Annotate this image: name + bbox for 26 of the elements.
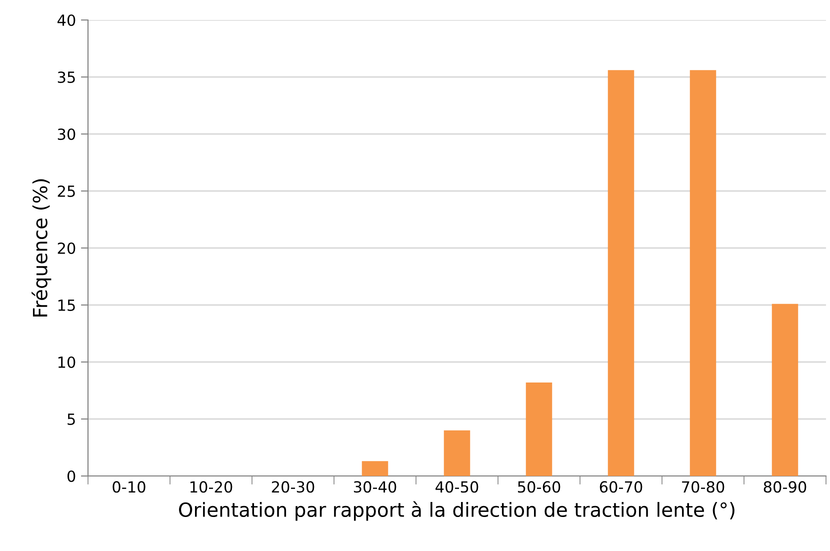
y-tick-label: 10: [58, 356, 76, 368]
bar: [690, 70, 716, 476]
bar: [608, 70, 634, 476]
x-tick-label: 40-50: [436, 481, 478, 493]
bar: [362, 461, 388, 476]
y-tick-label: 35: [58, 71, 75, 84]
y-tick-label: 30: [58, 128, 76, 140]
y-axis-title: Fréquence (%): [32, 179, 52, 316]
y-tick-label: 5: [68, 414, 75, 426]
bar: [526, 382, 552, 476]
y-tick-label: 15: [58, 300, 75, 312]
y-tick-label: 40: [58, 14, 76, 26]
x-tick-label: 30-40: [354, 481, 396, 493]
y-tick-label: 20: [58, 242, 76, 254]
x-tick-label: 50-60: [518, 481, 560, 493]
x-tick-label: 80-90: [764, 481, 806, 493]
bar: [444, 430, 470, 476]
y-tick-label: 0: [67, 470, 76, 482]
x-tick-label: 0-10: [112, 481, 146, 493]
x-tick-label: 70-80: [682, 481, 724, 493]
x-tick-label: 20-30: [272, 481, 314, 493]
x-axis-title: Orientation par rapport à la direction de traction lente (°): [179, 501, 734, 521]
y-tick-label: 25: [58, 185, 75, 198]
x-tick-label: 60-70: [600, 481, 642, 493]
x-tick-label: 10-20: [190, 481, 232, 493]
bar: [772, 304, 798, 476]
